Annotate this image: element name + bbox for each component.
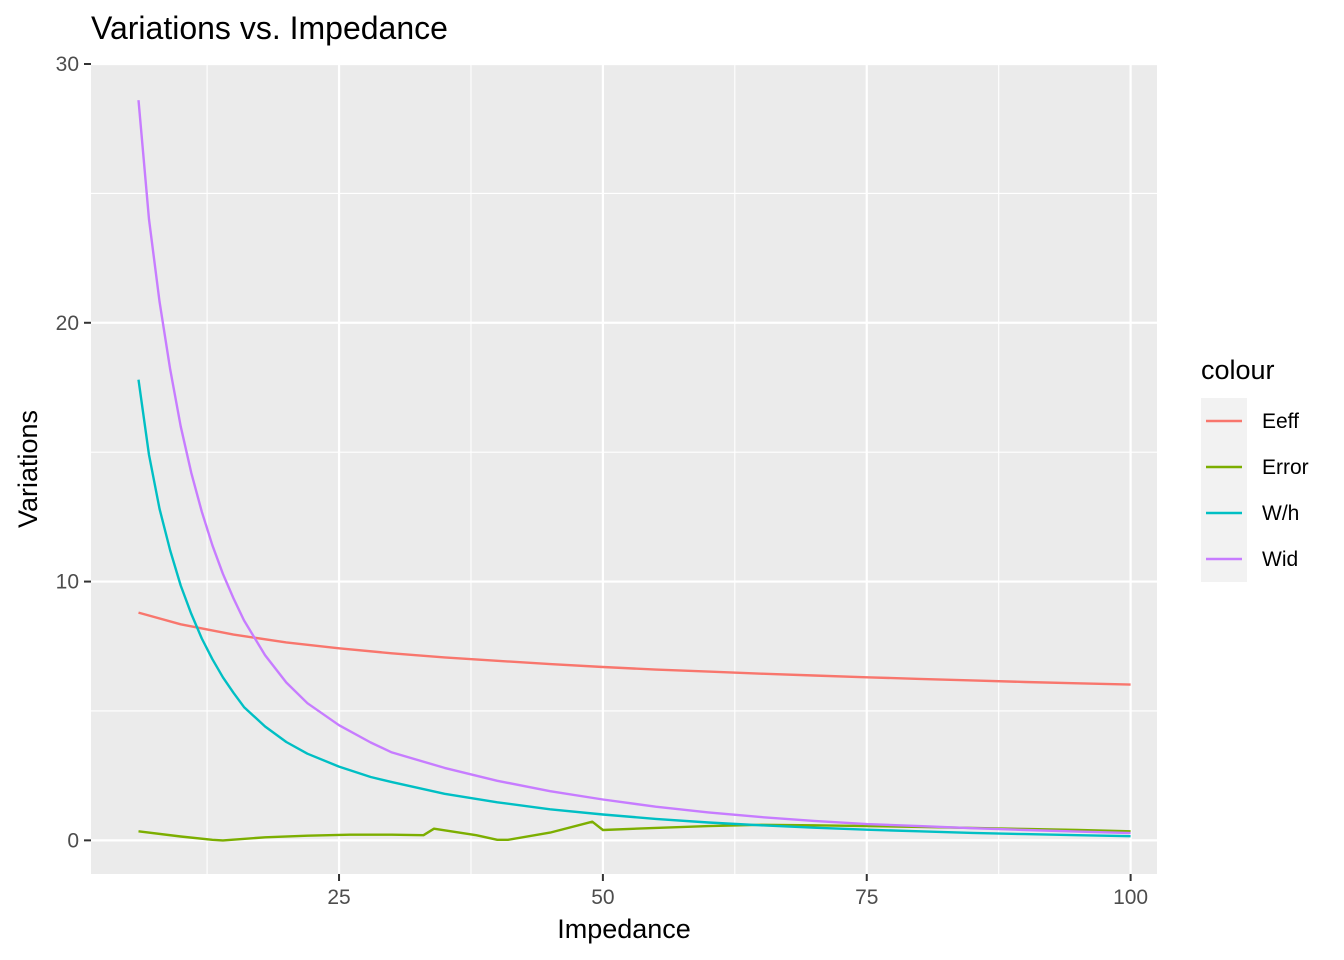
x-axis: 25 50 75 100 bbox=[327, 874, 1148, 909]
y-tick-label: 20 bbox=[56, 312, 79, 335]
legend: colour Eeff Error W/h Wid bbox=[1201, 355, 1309, 582]
grid-major bbox=[91, 62, 1157, 874]
y-tick-label: 0 bbox=[67, 829, 79, 852]
x-tick-label: 25 bbox=[327, 886, 350, 909]
chart-title: Variations vs. Impedance bbox=[91, 10, 448, 46]
legend-key-background bbox=[1201, 398, 1247, 582]
legend-title: colour bbox=[1201, 355, 1275, 385]
legend-label: Error bbox=[1262, 456, 1309, 479]
legend-label: Wid bbox=[1262, 548, 1298, 571]
x-tick-label: 75 bbox=[855, 886, 878, 909]
x-axis-title: Impedance bbox=[557, 914, 691, 944]
y-tick-label: 30 bbox=[56, 53, 79, 76]
x-tick-label: 100 bbox=[1113, 886, 1148, 909]
y-axis-title: Variations bbox=[13, 410, 43, 528]
series-line-w-h bbox=[137, 379, 1131, 838]
legend-label: Eeff bbox=[1262, 410, 1299, 433]
series-line-eeff bbox=[138, 611, 1131, 686]
series-lines bbox=[137, 100, 1131, 842]
y-axis: 0 10 20 30 bbox=[56, 53, 91, 852]
series-line-wid bbox=[137, 100, 1131, 835]
x-tick-label: 50 bbox=[591, 886, 614, 909]
legend-label: W/h bbox=[1262, 502, 1299, 525]
grid-minor bbox=[91, 64, 1157, 874]
y-tick-label: 10 bbox=[56, 571, 79, 594]
plot-panel bbox=[91, 64, 1157, 874]
